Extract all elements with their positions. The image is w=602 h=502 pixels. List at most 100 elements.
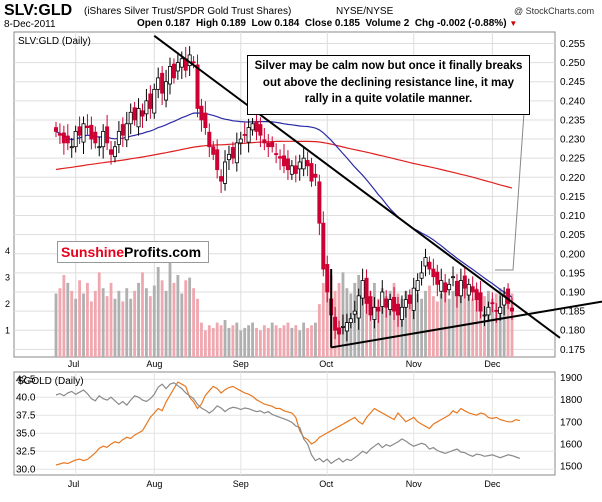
candlestick <box>498 295 503 321</box>
candlestick <box>317 174 322 236</box>
candlestick <box>399 295 404 327</box>
candle-body <box>443 282 448 293</box>
candlestick <box>490 292 495 313</box>
candle-body <box>85 125 90 128</box>
volume-bar <box>219 325 223 357</box>
sub-x-tick-label: Dec <box>484 479 501 489</box>
down-triangle-icon: ▼ <box>509 19 518 28</box>
volume-bar <box>180 293 184 357</box>
candlestick <box>454 274 459 308</box>
volume-bar <box>227 327 231 357</box>
candle-body <box>156 77 161 90</box>
sub-plot-frame <box>13 371 556 476</box>
volume-bar <box>184 280 188 357</box>
candlestick <box>309 157 314 187</box>
candle-body <box>230 147 235 159</box>
candle-body <box>238 138 243 144</box>
candlestick <box>69 137 74 158</box>
candlestick <box>258 117 263 148</box>
volume-bar <box>314 322 317 357</box>
volume-bar <box>420 298 424 357</box>
candle-body <box>179 58 184 68</box>
sub-panel-title: $GOLD (Daily) <box>18 376 84 387</box>
declining-resistance-line <box>153 35 561 339</box>
candle-body <box>144 100 149 115</box>
candle-body <box>435 271 440 285</box>
candle-body <box>109 149 114 155</box>
main-y-tick-label: 0.245 <box>560 77 585 88</box>
volume-bar <box>270 322 274 357</box>
candle-body <box>223 161 228 184</box>
candlestick <box>226 145 231 171</box>
volume-bar <box>412 288 416 357</box>
volume-bar <box>207 325 211 357</box>
candlestick <box>246 118 251 153</box>
candlestick <box>254 111 259 141</box>
gold-price-line <box>55 381 521 466</box>
candle-body <box>333 316 338 331</box>
main-y-tick-label: 0.250 <box>560 58 585 69</box>
candle-body <box>54 127 59 132</box>
candle-body <box>301 157 306 170</box>
volume-bar <box>278 327 282 357</box>
date-label: 8-Dec-2011 <box>4 19 56 30</box>
candlestick <box>93 126 98 149</box>
volume-bar <box>239 330 243 357</box>
candle-body <box>427 261 432 270</box>
candle-body <box>337 327 342 335</box>
volume-bar <box>109 282 113 357</box>
candlestick <box>388 293 393 316</box>
moving-average-short-line <box>55 112 513 298</box>
volume-bar <box>121 301 125 357</box>
volume-bar <box>117 290 121 357</box>
volume-bar <box>266 327 270 357</box>
volume-bar <box>439 293 443 357</box>
volume-bar <box>506 296 510 357</box>
volume-bar <box>156 267 160 357</box>
volume-bar <box>243 327 247 357</box>
candle-body <box>447 283 452 291</box>
candlestick <box>144 88 149 122</box>
main-y-tick-label: 0.180 <box>560 326 585 337</box>
candlestick <box>368 290 373 321</box>
candle-body <box>132 107 137 121</box>
candlestick <box>462 267 467 299</box>
candle-body <box>423 257 428 267</box>
volume-bar <box>141 272 144 357</box>
candlestick <box>199 98 204 132</box>
candlestick <box>281 144 286 174</box>
candlestick <box>482 306 487 327</box>
candle-body <box>136 108 141 128</box>
candlestick <box>458 268 463 304</box>
candle-body <box>242 134 247 136</box>
candlestick <box>156 67 161 99</box>
candlestick <box>360 268 365 306</box>
sub-x-tick-label: Nov <box>406 479 423 489</box>
candle-body <box>215 149 220 171</box>
candle-body <box>474 289 479 301</box>
candlestick <box>443 274 448 303</box>
candle-body <box>486 306 491 316</box>
volume-bar <box>258 330 262 357</box>
candlestick <box>105 114 110 151</box>
volume-tick-label: 1 <box>5 326 10 336</box>
volume-bar <box>129 298 133 357</box>
volume-bar <box>203 330 207 357</box>
volume-bar <box>93 290 97 357</box>
candlestick <box>77 116 82 145</box>
candle-body <box>384 298 389 308</box>
candlestick <box>167 57 172 95</box>
volume-bar <box>365 296 368 357</box>
candle-body <box>293 165 298 174</box>
candlestick <box>128 103 133 135</box>
candle-body <box>97 146 102 149</box>
candle-body <box>289 165 294 175</box>
candlestick <box>427 256 432 275</box>
sub-left-tick-label: 35.0 <box>16 429 36 440</box>
candle-body <box>348 318 353 323</box>
volume-bar <box>424 290 427 357</box>
volume-bar <box>188 277 192 357</box>
candle-body <box>278 156 283 159</box>
candle-body <box>470 286 475 293</box>
volume-bar <box>431 296 435 357</box>
